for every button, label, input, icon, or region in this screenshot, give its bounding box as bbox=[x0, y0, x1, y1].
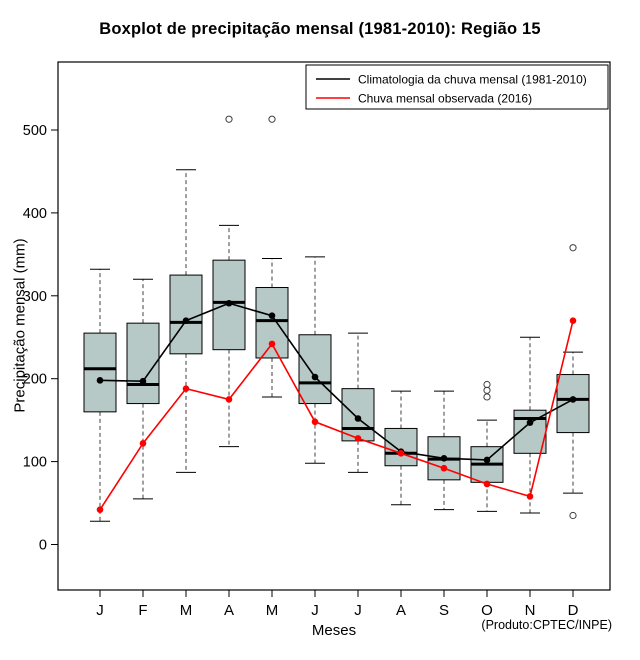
series-point-0 bbox=[225, 299, 233, 307]
series-point-0 bbox=[569, 396, 577, 403]
iqr-box bbox=[341, 388, 375, 442]
series-point-0 bbox=[440, 454, 448, 462]
iqr-box bbox=[255, 287, 289, 359]
iqr-box bbox=[126, 322, 160, 405]
series-point-1 bbox=[440, 464, 448, 472]
boxplot-D-11 bbox=[556, 244, 590, 520]
outlier-point bbox=[268, 115, 276, 123]
boxplot-O-9 bbox=[470, 380, 504, 512]
x-tick-label: M bbox=[180, 602, 193, 619]
series-point-0 bbox=[311, 373, 319, 381]
series-point-0 bbox=[526, 419, 534, 426]
outlier-point bbox=[483, 386, 491, 394]
series-point-0 bbox=[182, 317, 190, 324]
legend-label-1: Chuva mensal observada (2016) bbox=[358, 92, 532, 106]
y-tick-label: 300 bbox=[23, 289, 47, 305]
y-tick-label: 100 bbox=[23, 455, 47, 471]
chart-title: Boxplot de precipitação mensal (1981-201… bbox=[99, 20, 541, 38]
y-tick-label: 500 bbox=[23, 123, 47, 139]
outlier-point bbox=[225, 115, 233, 123]
x-tick-label: J bbox=[96, 602, 104, 619]
series-point-1 bbox=[268, 340, 276, 348]
iqr-box bbox=[83, 332, 117, 413]
boxplot-A-7 bbox=[384, 390, 418, 506]
legend: Climatologia da chuva mensal (1981-2010)… bbox=[305, 64, 609, 110]
boxplot-F-1 bbox=[126, 278, 160, 500]
outlier-point bbox=[483, 393, 491, 401]
boxplot-S-8 bbox=[427, 390, 461, 511]
x-tick-label: J bbox=[354, 602, 362, 619]
series-point-1 bbox=[311, 418, 319, 426]
series-point-1 bbox=[354, 435, 362, 442]
x-tick-label: N bbox=[525, 602, 536, 619]
x-tick-label: A bbox=[224, 602, 234, 619]
outlier-point bbox=[569, 511, 577, 520]
x-tick-label: F bbox=[138, 602, 147, 619]
series-point-1 bbox=[483, 480, 491, 488]
series-point-0 bbox=[139, 377, 147, 385]
x-tick-label: S bbox=[439, 602, 449, 619]
x-tick-label: O bbox=[481, 602, 493, 619]
boxplot-J-6 bbox=[341, 332, 375, 473]
iqr-box bbox=[298, 334, 332, 405]
boxplot-M-4 bbox=[255, 115, 289, 398]
series-line-0 bbox=[99, 302, 574, 461]
iqr-box bbox=[556, 374, 590, 434]
boxplot-J-5 bbox=[298, 256, 332, 464]
series-point-0 bbox=[354, 415, 362, 422]
y-axis-label: Precipitação mensal (mm) bbox=[11, 238, 29, 413]
legend-box bbox=[305, 64, 609, 110]
iqr-box bbox=[384, 427, 418, 467]
outlier-point bbox=[483, 380, 491, 389]
series-line-1 bbox=[99, 320, 574, 511]
series-point-1 bbox=[182, 385, 190, 392]
outlier-point bbox=[569, 244, 577, 252]
series-point-0 bbox=[483, 456, 491, 464]
x-tick-label: J bbox=[311, 602, 319, 619]
series-point-1 bbox=[397, 450, 405, 457]
series-point-1 bbox=[225, 396, 233, 403]
x-axis-label: Meses bbox=[311, 622, 357, 639]
series-point-1 bbox=[569, 317, 577, 324]
y-tick-label: 0 bbox=[39, 538, 47, 554]
source-footnote: (Produto:CPTEC/INPE) bbox=[481, 618, 612, 632]
y-tick-label: 200 bbox=[23, 372, 47, 388]
series-point-1 bbox=[139, 440, 147, 447]
x-tick-label: D bbox=[568, 602, 579, 619]
series-point-0 bbox=[96, 377, 104, 384]
y-tick-label: 400 bbox=[23, 206, 47, 222]
series-point-1 bbox=[96, 506, 104, 513]
boxplot-J-0 bbox=[83, 268, 117, 522]
x-tick-label: M bbox=[266, 602, 279, 619]
iqr-box bbox=[169, 274, 203, 355]
series-point-0 bbox=[268, 312, 276, 319]
x-tick-label: A bbox=[396, 602, 406, 619]
plot-border bbox=[57, 61, 611, 591]
boxplot-A-3 bbox=[212, 115, 246, 448]
boxplot-M-2 bbox=[169, 169, 203, 473]
legend-label-0: Climatologia da chuva mensal (1981-2010) bbox=[358, 73, 587, 87]
series-point-1 bbox=[526, 493, 534, 500]
